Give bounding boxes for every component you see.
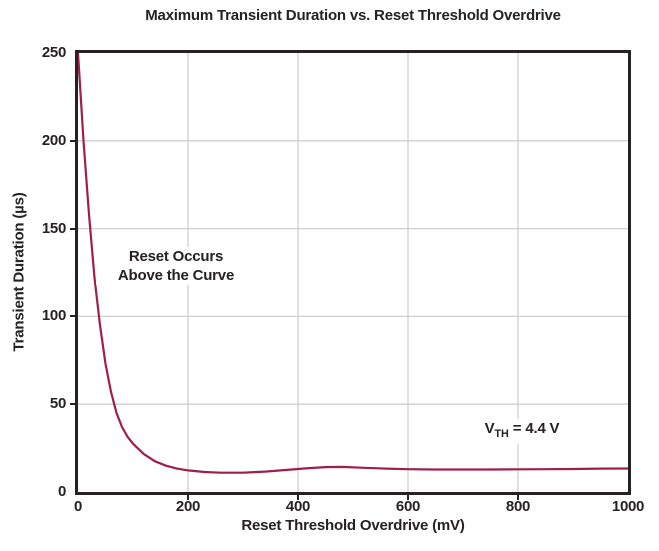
vth-suffix: = 4.4 V [508,420,560,437]
y-tick-label: 150 [41,219,66,237]
x-tick-mark [407,495,409,500]
y-tick-label: 0 [57,483,66,500]
curve-svg [78,53,628,492]
x-tick-mark [297,495,299,500]
y-tick-mark [70,315,75,318]
y-tick-mark [70,227,75,230]
y-tick-label: 100 [41,307,66,325]
x-tick-mark [517,495,519,500]
annotation-reset-occurs: Reset Occurs Above the Curve [96,247,256,285]
chart-title: Maximum Transient Duration vs. Reset Thr… [145,7,561,24]
annotation-reset-line1: Reset Occurs [128,248,224,265]
y-tick-mark [70,403,75,406]
y-tick-label: 200 [41,131,66,149]
vth-prefix: V [484,420,495,437]
x-tick-label: 800 [505,498,531,515]
plot-area: Reset Occurs Above the Curve VTH = 4.4 V [75,50,631,495]
x-tick-mark [187,495,189,500]
annotation-vth: VTH = 4.4 V [442,419,602,444]
x-axis-title: Reset Threshold Overdrive (mV) [241,517,465,534]
x-tick-label: 400 [285,498,311,515]
x-tick-label: 0 [73,498,83,515]
vth-subscript: TH [494,428,509,440]
y-tick-label: 50 [49,395,66,413]
y-tick-label: 250 [41,44,66,61]
annotation-reset-line2: Above the Curve [117,267,235,284]
x-tick-label: 200 [175,498,201,515]
x-tick-label: 600 [395,498,421,515]
x-tick-label: 1000 [611,498,645,515]
y-axis-title: Transient Duration (µs) [10,192,28,352]
y-tick-mark [70,139,75,142]
data-curve [78,53,628,474]
